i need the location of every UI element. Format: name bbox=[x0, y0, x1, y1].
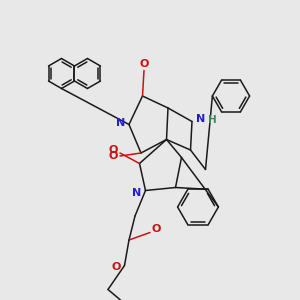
Text: N: N bbox=[196, 113, 206, 124]
Text: H: H bbox=[208, 115, 217, 125]
Text: O: O bbox=[111, 262, 121, 272]
Text: N: N bbox=[116, 118, 125, 128]
Text: O: O bbox=[139, 59, 149, 69]
Text: O: O bbox=[152, 224, 161, 234]
Text: N: N bbox=[132, 188, 141, 199]
Text: O: O bbox=[109, 151, 118, 161]
Text: O: O bbox=[109, 145, 118, 155]
